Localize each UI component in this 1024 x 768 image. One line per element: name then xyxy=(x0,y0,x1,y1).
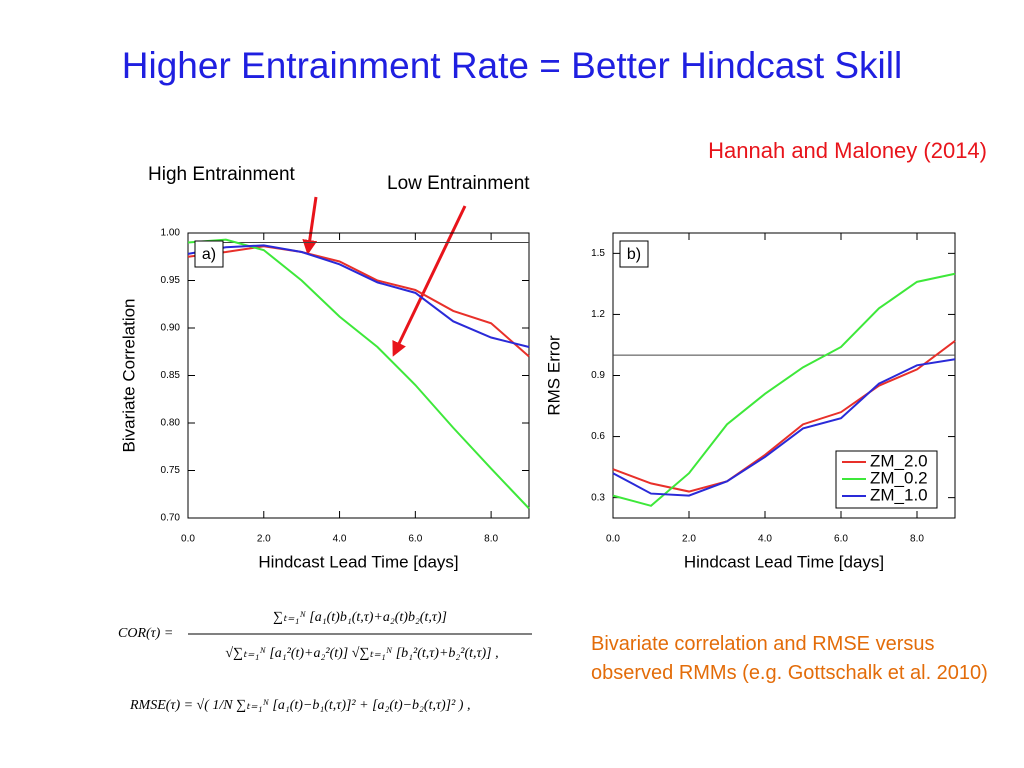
legend-label: ZM_1.0 xyxy=(870,485,928,504)
x-tick-label: 4.0 xyxy=(758,534,772,545)
x-tick-label: 0.0 xyxy=(181,534,195,545)
y-tick-label: 0.75 xyxy=(161,465,181,476)
series-line xyxy=(612,272,956,507)
series-line xyxy=(187,244,530,348)
y-tick-label: 0.80 xyxy=(161,418,181,429)
citation: Hannah and Maloney (2014) xyxy=(708,138,987,163)
formula: COR(τ) = xyxy=(118,626,173,641)
series-line xyxy=(187,238,530,510)
y-tick-label: 0.90 xyxy=(161,323,181,334)
x-tick-label: 0.0 xyxy=(606,534,620,545)
x-tick-label: 6.0 xyxy=(834,534,848,545)
arrow xyxy=(302,196,318,255)
y-tick-label: 1.00 xyxy=(161,228,181,239)
panel-label-box xyxy=(619,240,649,268)
y-tick-label: 0.9 xyxy=(591,370,605,381)
y-axis-label: Bivariate Correlation xyxy=(119,298,138,452)
x-axis-label: Hindcast Lead Time [days] xyxy=(684,552,884,571)
y-tick-label: 0.95 xyxy=(161,275,181,286)
y-tick-label: 0.85 xyxy=(161,370,181,381)
series-line xyxy=(612,340,956,493)
x-tick-label: 8.0 xyxy=(484,534,498,545)
y-tick-label: 1.5 xyxy=(591,248,605,259)
formula: RMSE(τ) = √( 1/N ∑ₜ₌₁ᴺ [a₁(t)−b₁(t,τ)]² … xyxy=(129,698,470,713)
series-line xyxy=(612,358,956,497)
y-tick-label: 0.3 xyxy=(591,492,605,503)
y-tick-label: 1.2 xyxy=(591,309,605,320)
x-axis-label: Hindcast Lead Time [days] xyxy=(258,552,458,571)
x-tick-label: 2.0 xyxy=(682,534,696,545)
plot-frame xyxy=(187,232,530,519)
slide-title: Higher Entrainment Rate = Better Hindcas… xyxy=(122,45,902,86)
y-tick-label: 0.6 xyxy=(591,431,605,442)
x-tick-label: 8.0 xyxy=(910,534,924,545)
annotation: Low Entrainment xyxy=(387,173,530,194)
x-tick-label: 4.0 xyxy=(333,534,347,545)
y-axis-label: RMS Error xyxy=(544,335,563,416)
x-tick-label: 6.0 xyxy=(408,534,422,545)
y-tick-label: 0.70 xyxy=(161,513,181,524)
formula: √∑ₜ₌₁ᴺ [a₁²(t)+a₂²(t)] √∑ₜ₌₁ᴺ [b₁²(t,τ)+… xyxy=(225,646,498,661)
arrow xyxy=(392,205,467,357)
panel-label: a) xyxy=(202,246,216,263)
legend-label: ZM_2.0 xyxy=(870,451,928,470)
legend-label: ZM_0.2 xyxy=(870,468,928,487)
panel-label: b) xyxy=(627,246,641,263)
caption: Bivariate correlation and RMSE versus ob… xyxy=(591,633,988,684)
formula: ∑ₜ₌₁ᴺ [a₁(t)b₁(t,τ)+a₂(t)b₂(t,τ)] xyxy=(273,610,447,625)
x-tick-label: 2.0 xyxy=(257,534,271,545)
series-line xyxy=(187,245,530,358)
annotation: High Entrainment xyxy=(148,164,296,185)
panel-label-box xyxy=(194,240,224,268)
